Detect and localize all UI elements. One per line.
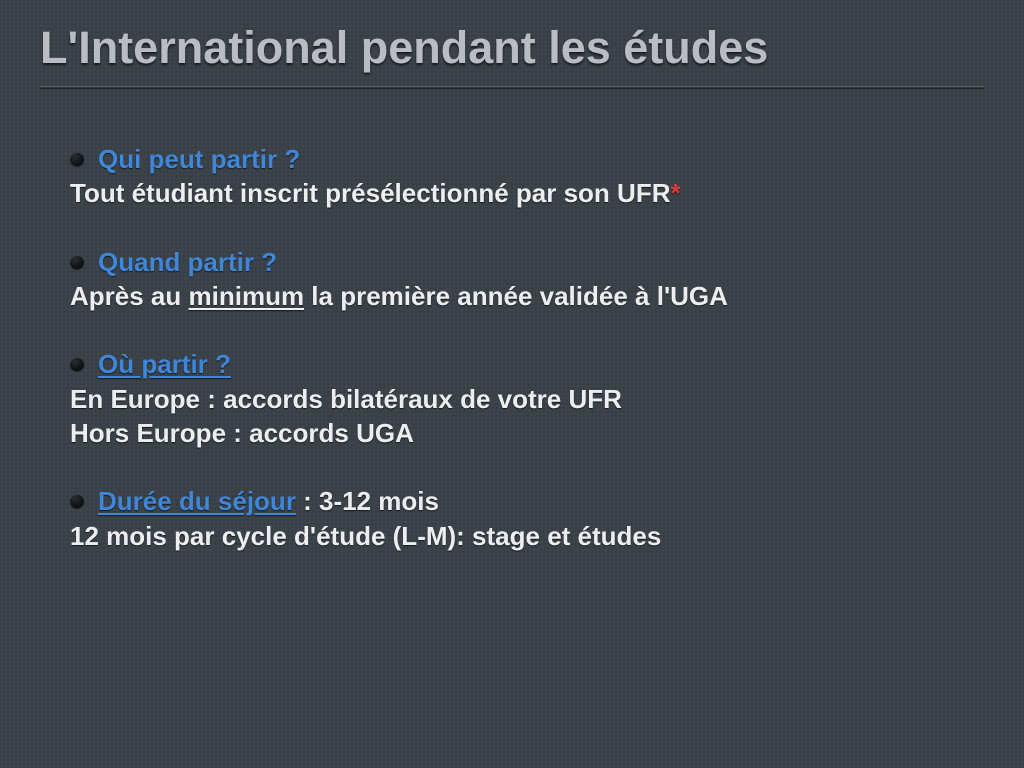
body-line: Après au minimum la première année valid…: [70, 279, 964, 313]
question-label: Durée du séjour: [98, 486, 296, 516]
body-text: Tout étudiant inscrit présélectionné par…: [70, 178, 670, 208]
slide-title: L'International pendant les études: [40, 22, 988, 74]
content-block: Où partir ? En Europe : accords bilatérau…: [70, 347, 964, 450]
body-line: Hors Europe : accords UGA: [70, 416, 964, 450]
asterisk-icon: *: [670, 178, 680, 208]
body-line: En Europe : accords bilatéraux de votre …: [70, 382, 964, 416]
title-wrap: L'International pendant les études: [0, 0, 1024, 88]
bullet-line: Durée du séjour : 3-12 mois: [70, 484, 964, 518]
slide-content: Qui peut partir ? Tout étudiant inscrit p…: [0, 88, 1024, 553]
underlined-text: minimum: [189, 281, 305, 311]
body-line: Tout étudiant inscrit présélectionné par…: [70, 176, 964, 210]
question-label: Qui peut partir ?: [98, 144, 300, 174]
body-text: Hors Europe : accords UGA: [70, 418, 414, 448]
content-block: Quand partir ?Après au minimum la premiè…: [70, 245, 964, 314]
body-text: En Europe : accords bilatéraux de votre …: [70, 384, 622, 414]
body-text: la première année validée à l'UGA: [304, 281, 728, 311]
question-tail: : 3-12 mois: [296, 486, 439, 516]
body-line: 12 mois par cycle d'étude (L-M): stage e…: [70, 519, 964, 553]
slide: L'International pendant les études Qui p…: [0, 0, 1024, 768]
bullet-line: Qui peut partir ?: [70, 142, 964, 176]
body-text: 12 mois par cycle d'étude (L-M): stage e…: [70, 521, 661, 551]
body-text: Après au: [70, 281, 189, 311]
content-block: Durée du séjour : 3-12 mois12 mois par c…: [70, 484, 964, 553]
content-block: Qui peut partir ? Tout étudiant inscrit p…: [70, 142, 964, 211]
bullet-line: Où partir ?: [70, 347, 964, 381]
question-label: Où partir ?: [98, 349, 231, 379]
question-label: Quand partir ?: [98, 247, 277, 277]
bullet-line: Quand partir ?: [70, 245, 964, 279]
